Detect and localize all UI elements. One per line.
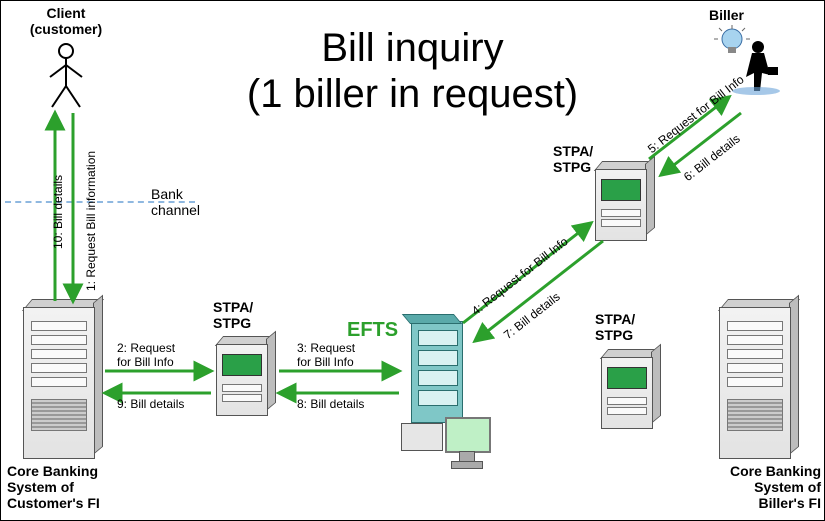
diagram-canvas: Bill inquiry (1 biller in request) Clien… xyxy=(0,0,825,521)
edge10-label: 10: Bill details xyxy=(51,175,65,249)
bank-channel-1: Bank xyxy=(151,186,183,202)
core-right-1: Core Banking xyxy=(730,463,821,479)
core-right-3: Biller's FI xyxy=(759,495,821,511)
title-line-2: (1 biller in request) xyxy=(247,72,578,116)
edge2-2: for Bill Info xyxy=(117,355,174,369)
edge3-2: for Bill Info xyxy=(297,355,354,369)
core-left-1: Core Banking xyxy=(7,463,98,479)
edge1-label: 1: Request Bill information xyxy=(84,151,98,291)
client-icon xyxy=(46,41,86,111)
edge8-label: 8: Bill details xyxy=(297,397,364,411)
stpa2-label: STPA/ STPG xyxy=(553,143,593,175)
bank-channel-2: channel xyxy=(151,202,200,218)
stpa1-label: STPA/ STPG xyxy=(213,299,253,331)
edge7-label: 7: Bill details xyxy=(501,290,563,343)
stpa2-2: STPG xyxy=(553,159,591,175)
stpa2-1: STPA/ xyxy=(553,143,593,159)
core-right-tower-icon xyxy=(719,299,799,459)
core-left-3: Customer's FI xyxy=(7,495,100,511)
stpa3-2: STPG xyxy=(595,327,633,343)
bank-channel-label: Bank channel xyxy=(151,186,200,218)
core-left-label: Core Banking System of Customer's FI xyxy=(7,463,137,511)
stpa1-2: STPG xyxy=(213,315,251,331)
client-label-1: Client xyxy=(47,5,86,21)
core-right-2: System of xyxy=(754,479,821,495)
core-left-2: System of xyxy=(7,479,74,495)
client-label: Client (customer) xyxy=(21,5,111,37)
stpa3-label: STPA/ STPG xyxy=(595,311,635,343)
stpa3-1: STPA/ xyxy=(595,311,635,327)
edge3-label: 3: Request for Bill Info xyxy=(297,341,355,369)
stpa1-1: STPA/ xyxy=(213,299,253,315)
diagram-title: Bill inquiry (1 biller in request) xyxy=(247,25,578,117)
efts-rack-icon xyxy=(401,321,491,471)
biller-label: Biller xyxy=(709,7,744,23)
stpa2-server-icon xyxy=(595,161,655,241)
edge2-1: 2: Request xyxy=(117,341,175,355)
edge6-label: 6: Bill details xyxy=(681,132,743,185)
edge3-1: 3: Request xyxy=(297,341,355,355)
edge2-label: 2: Request for Bill Info xyxy=(117,341,175,369)
client-label-2: (customer) xyxy=(30,21,102,37)
core-right-label: Core Banking System of Biller's FI xyxy=(691,463,821,511)
title-line-1: Bill inquiry xyxy=(321,26,503,70)
stpa1-server-icon xyxy=(216,336,276,416)
stpa3-server-icon xyxy=(601,349,661,429)
core-left-tower-icon xyxy=(23,299,103,459)
edge9-label: 9: Bill details xyxy=(117,397,184,411)
efts-label: EFTS xyxy=(347,319,398,342)
